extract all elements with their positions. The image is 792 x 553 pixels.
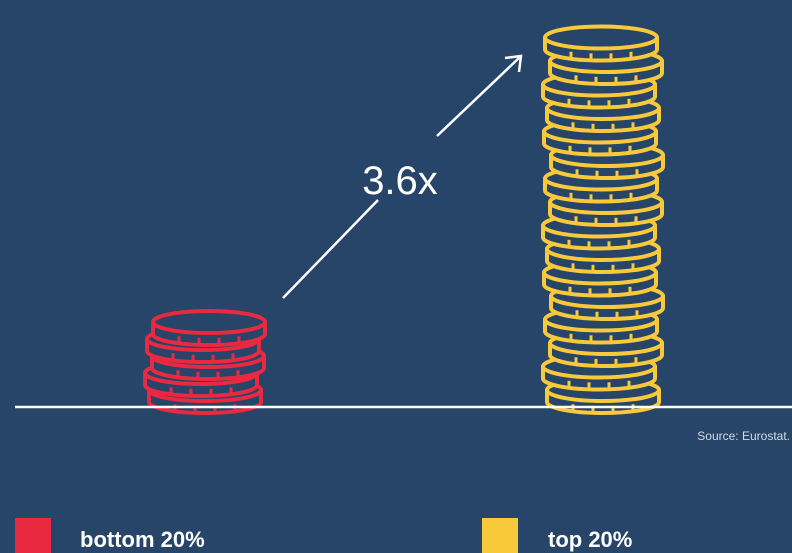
coin-face [151,309,267,335]
legend-label: bottom 20% [80,527,205,552]
legend-label: top 20% [548,527,632,552]
coin-face [543,24,659,51]
ratio-annotation: 3.6x [362,159,438,203]
legend-swatch [15,518,51,553]
coin-stacks [143,24,665,415]
legend-swatch [482,518,518,553]
arrow-shaft [436,56,521,137]
source-note: Source: Eurostat. [697,429,790,443]
arrow-shaft [282,199,379,299]
arrow-head [504,54,523,73]
